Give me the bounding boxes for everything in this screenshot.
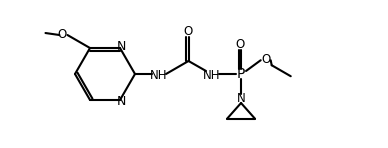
- Text: P: P: [237, 67, 245, 81]
- Text: N: N: [116, 40, 126, 53]
- Text: NH: NH: [203, 69, 221, 82]
- Text: O: O: [236, 37, 245, 50]
- Text: N: N: [237, 91, 245, 104]
- Text: NH: NH: [150, 69, 168, 82]
- Text: N: N: [116, 95, 126, 108]
- Text: O: O: [261, 53, 270, 66]
- Text: O: O: [183, 25, 192, 37]
- Text: O: O: [58, 28, 67, 41]
